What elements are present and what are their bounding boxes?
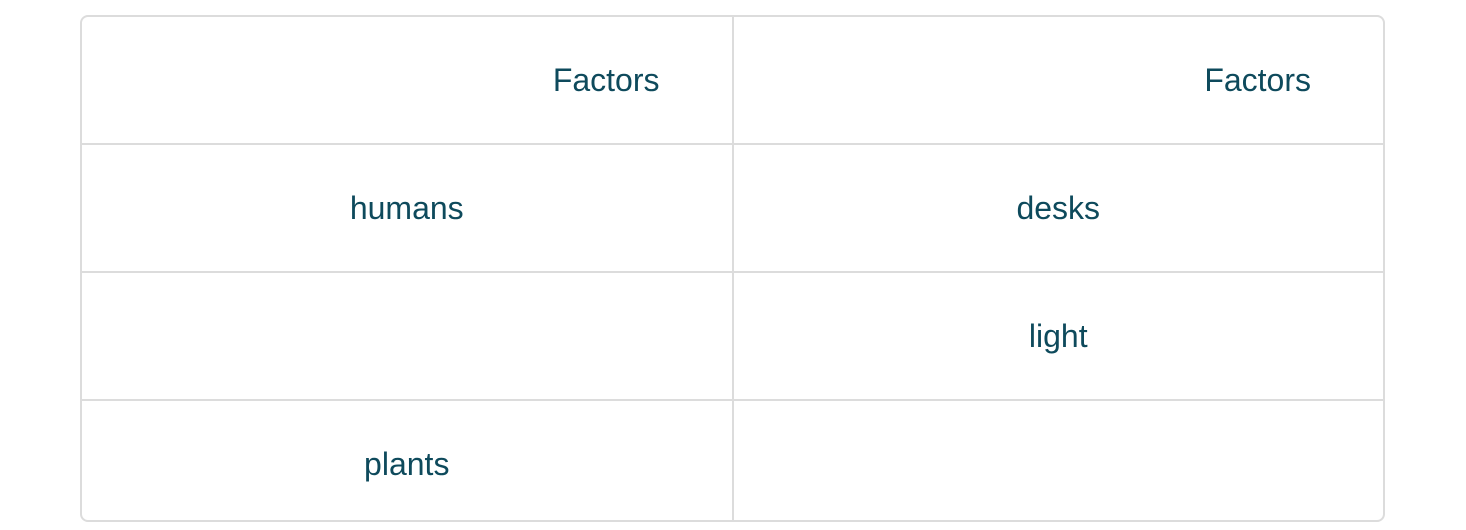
factors-table: Factors Factors humans desks light plant…	[80, 15, 1385, 522]
table-cell: desks	[732, 144, 1383, 273]
header-cell-1: Factors	[82, 17, 734, 145]
table-row: plants	[82, 400, 1384, 520]
table-cell: plants	[82, 400, 734, 520]
table-cell	[733, 400, 1384, 520]
header-cell-2: Factors	[732, 17, 1383, 145]
table-row: light	[82, 272, 1383, 401]
table-cell: light	[732, 272, 1383, 401]
table-grid: Factors Factors humans desks light plant…	[82, 17, 1384, 520]
table-header-row: Factors Factors	[82, 17, 1383, 145]
table-cell: humans	[82, 144, 734, 273]
table-cell	[82, 272, 734, 401]
table-row: humans desks	[82, 144, 1383, 273]
